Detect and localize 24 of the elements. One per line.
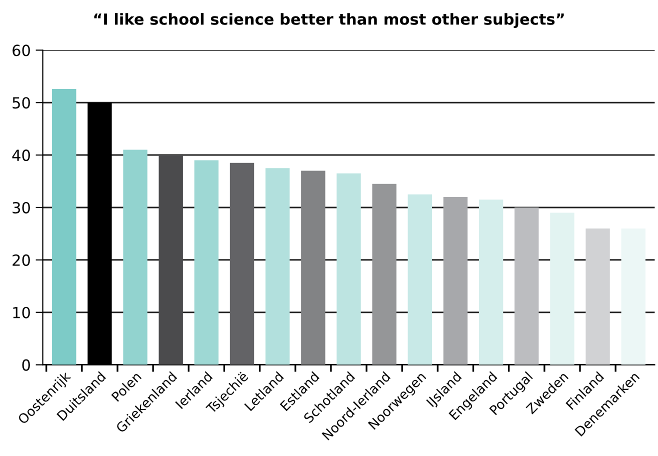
bar (514, 207, 539, 365)
bar (550, 212, 574, 365)
bar (621, 228, 646, 365)
bar (478, 200, 504, 365)
bar (230, 162, 254, 365)
chart-title: “I like school science better than most other subjects” (94, 13, 564, 28)
y-tick-label: 60 (12, 44, 30, 56)
bar (443, 196, 468, 365)
bar (372, 184, 396, 365)
bar (194, 160, 219, 365)
y-tick-label: 40 (12, 150, 30, 162)
y-tick-label: 30 (12, 202, 30, 214)
bar (336, 173, 361, 365)
bar (52, 88, 76, 365)
y-tick-label: 0 (22, 359, 30, 371)
bar (265, 168, 290, 365)
bar (586, 228, 610, 365)
y-tick-label: 50 (12, 97, 30, 109)
bar (301, 170, 326, 365)
y-tick-label: 20 (12, 254, 30, 266)
bar (123, 150, 148, 365)
bar (408, 194, 432, 365)
bar (158, 155, 183, 365)
y-tick-label: 10 (13, 306, 30, 318)
